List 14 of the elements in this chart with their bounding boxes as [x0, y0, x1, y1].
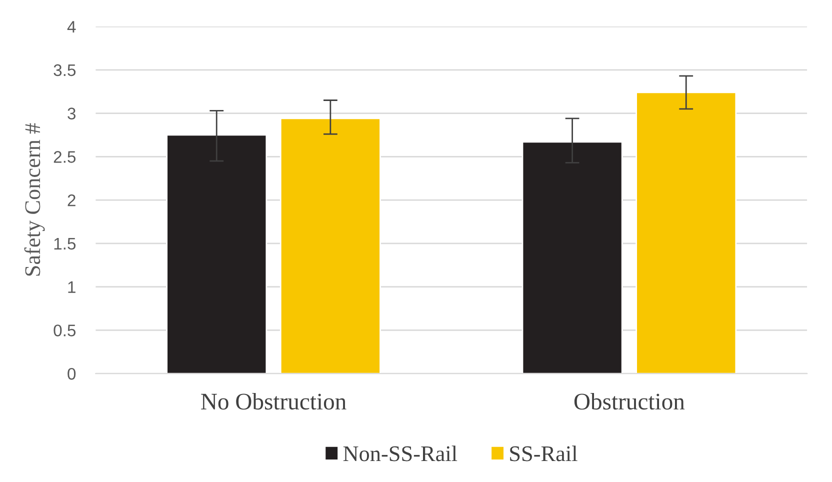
- y-tick-label: 2.5: [54, 151, 76, 163]
- x-tick-label: Obstruction: [574, 392, 685, 410]
- x-tick-label: No Obstruction: [201, 392, 346, 410]
- y-tick-label: 3.5: [54, 64, 76, 76]
- y-axis-title: Safety Concern #: [24, 123, 45, 276]
- y-tick-label: 4: [67, 21, 76, 33]
- legend-label: SS-Rail: [510, 446, 578, 462]
- y-tick-label: 3: [68, 108, 76, 120]
- legend-label: Non-SS-Rail: [343, 446, 458, 462]
- y-tick-label: 1.5: [54, 238, 76, 250]
- y-tick-label: 0.5: [54, 324, 76, 336]
- y-tick-label: 1: [68, 281, 76, 293]
- y-tick-label: 2: [68, 194, 76, 206]
- y-tick-label: 0: [68, 368, 76, 380]
